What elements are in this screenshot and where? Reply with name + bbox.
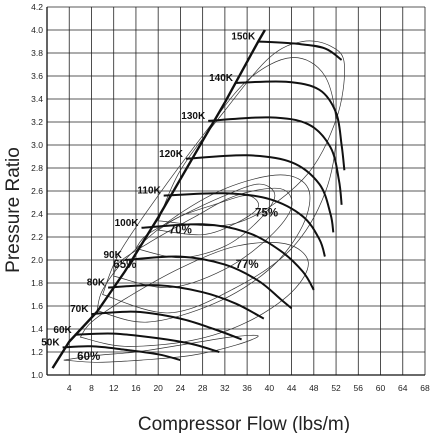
efficiency-island-5: [157, 195, 259, 236]
speed-label-60k: 60K: [53, 325, 72, 336]
y-tick-label: 2.4: [31, 209, 43, 219]
speed-label-130k: 130K: [181, 111, 206, 122]
x-tick-label: 24: [176, 383, 186, 393]
speed-label-80k: 80K: [87, 278, 106, 289]
speed-line-90k: [124, 255, 293, 310]
speed-line-80k: [108, 284, 265, 320]
x-tick-label: 36: [242, 383, 252, 393]
speed-line-130k: [208, 116, 343, 205]
x-tick-label: 28: [198, 383, 208, 393]
efficiency-island-2: [96, 174, 311, 323]
y-tick-label: 3.4: [31, 94, 43, 104]
x-tick-label: 12: [109, 383, 119, 393]
efficiency-label-75: 75%: [255, 207, 278, 219]
x-tick-label: 20: [153, 383, 163, 393]
y-tick-label: 2.6: [31, 186, 43, 196]
x-axis-label: Compressor Flow (lbs/m): [138, 414, 350, 433]
speed-label-70k: 70K: [70, 304, 89, 315]
y-tick-label: 2.0: [31, 255, 43, 265]
x-tick-label: 32: [220, 383, 230, 393]
x-tick-label: 16: [131, 383, 141, 393]
x-tick-label: 4: [67, 383, 72, 393]
efficiency-label-65: 65%: [113, 259, 136, 271]
y-tick-label: 2.2: [31, 232, 43, 242]
y-axis-label: Pressure Ratio: [3, 147, 24, 273]
x-tick-label: 68: [420, 383, 430, 393]
x-tick-label: 56: [354, 383, 364, 393]
y-tick-label: 2.8: [31, 163, 43, 173]
x-tick-label: 64: [398, 383, 408, 393]
x-tick-label: 44: [287, 383, 297, 393]
efficiency-label-77: 77%: [236, 259, 259, 271]
surge-line: [51, 29, 266, 369]
y-tick-label: 1.8: [31, 278, 43, 288]
y-tick-label: 3.0: [31, 140, 43, 150]
y-tick-label: 1.6: [31, 301, 43, 311]
efficiency-island-7: [157, 40, 345, 227]
speed-label-90k: 90K: [103, 250, 122, 261]
efficiency-label-60: 60%: [77, 351, 100, 363]
y-tick-label: 3.2: [31, 117, 43, 127]
y-tick-label: 1.2: [31, 347, 43, 357]
speed-line-60k: [74, 332, 220, 353]
y-tick-label: 4.2: [31, 2, 43, 12]
efficiency-island-0: [63, 334, 259, 363]
speed-line-50k: [62, 345, 181, 362]
speed-line-120k: [185, 154, 335, 233]
speed-line-140k: [235, 80, 346, 171]
speed-line-100k: [141, 223, 315, 291]
speed-line-70k: [91, 310, 242, 341]
speed-line-110k: [163, 192, 326, 257]
x-tick-label: 52: [331, 383, 341, 393]
efficiency-label-70: 70%: [169, 225, 192, 237]
speed-label-150k: 150K: [231, 32, 256, 43]
x-tick-label: 40: [265, 383, 275, 393]
y-tick-label: 4.0: [31, 25, 43, 35]
y-tick-label: 1.4: [31, 324, 43, 334]
x-tick-label: 48: [309, 383, 319, 393]
speed-label-110k: 110K: [137, 186, 161, 197]
speed-label-100k: 100K: [115, 218, 140, 229]
speed-label-140k: 140K: [209, 73, 234, 84]
speed-label-50k: 50K: [41, 337, 60, 348]
speed-line-150k: [258, 40, 343, 61]
y-tick-label: 3.8: [31, 48, 43, 58]
y-tick-label: 1.0: [31, 370, 43, 380]
efficiency-island-6: [102, 57, 337, 314]
x-tick-label: 60: [376, 383, 386, 393]
y-tick-label: 3.6: [31, 71, 43, 81]
x-tick-label: 8: [89, 383, 94, 393]
speed-label-120k: 120K: [159, 149, 184, 160]
